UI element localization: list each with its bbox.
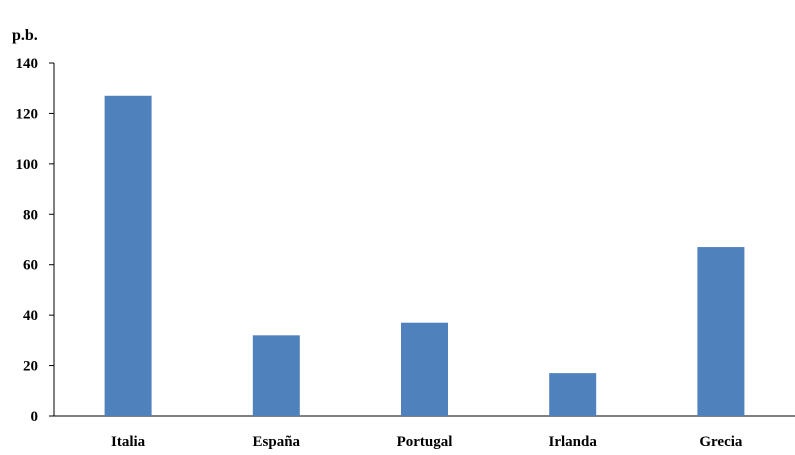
x-axis-labels: Italia España Portugal Irlanda Grecia [111,434,743,450]
x-category-label: Italia [111,434,146,450]
x-category-label: Grecia [699,434,743,450]
y-tick-label: 60 [23,258,38,274]
y-tick-label: 100 [16,157,39,173]
y-tick-label: 0 [31,409,39,425]
x-category-label: España [253,434,301,450]
y-tick-label: 80 [23,207,38,223]
y-axis-ticks: 0 20 40 60 80 100 120 140 [16,56,54,425]
bar-portugal [401,322,448,416]
bar-grecia [697,247,745,416]
bars-group [104,95,745,417]
x-category-label: Portugal [397,434,453,450]
y-tick-label: 140 [16,56,39,72]
x-category-label: Irlanda [549,434,598,450]
bar-irlanda [549,373,597,416]
y-tick-label: 120 [16,106,39,122]
bar-italia [104,95,152,417]
y-tick-label: 20 [23,359,38,375]
y-tick-label: 40 [23,308,38,324]
y-axis-unit-label: p.b. [12,27,38,44]
bar-españa [252,335,300,416]
